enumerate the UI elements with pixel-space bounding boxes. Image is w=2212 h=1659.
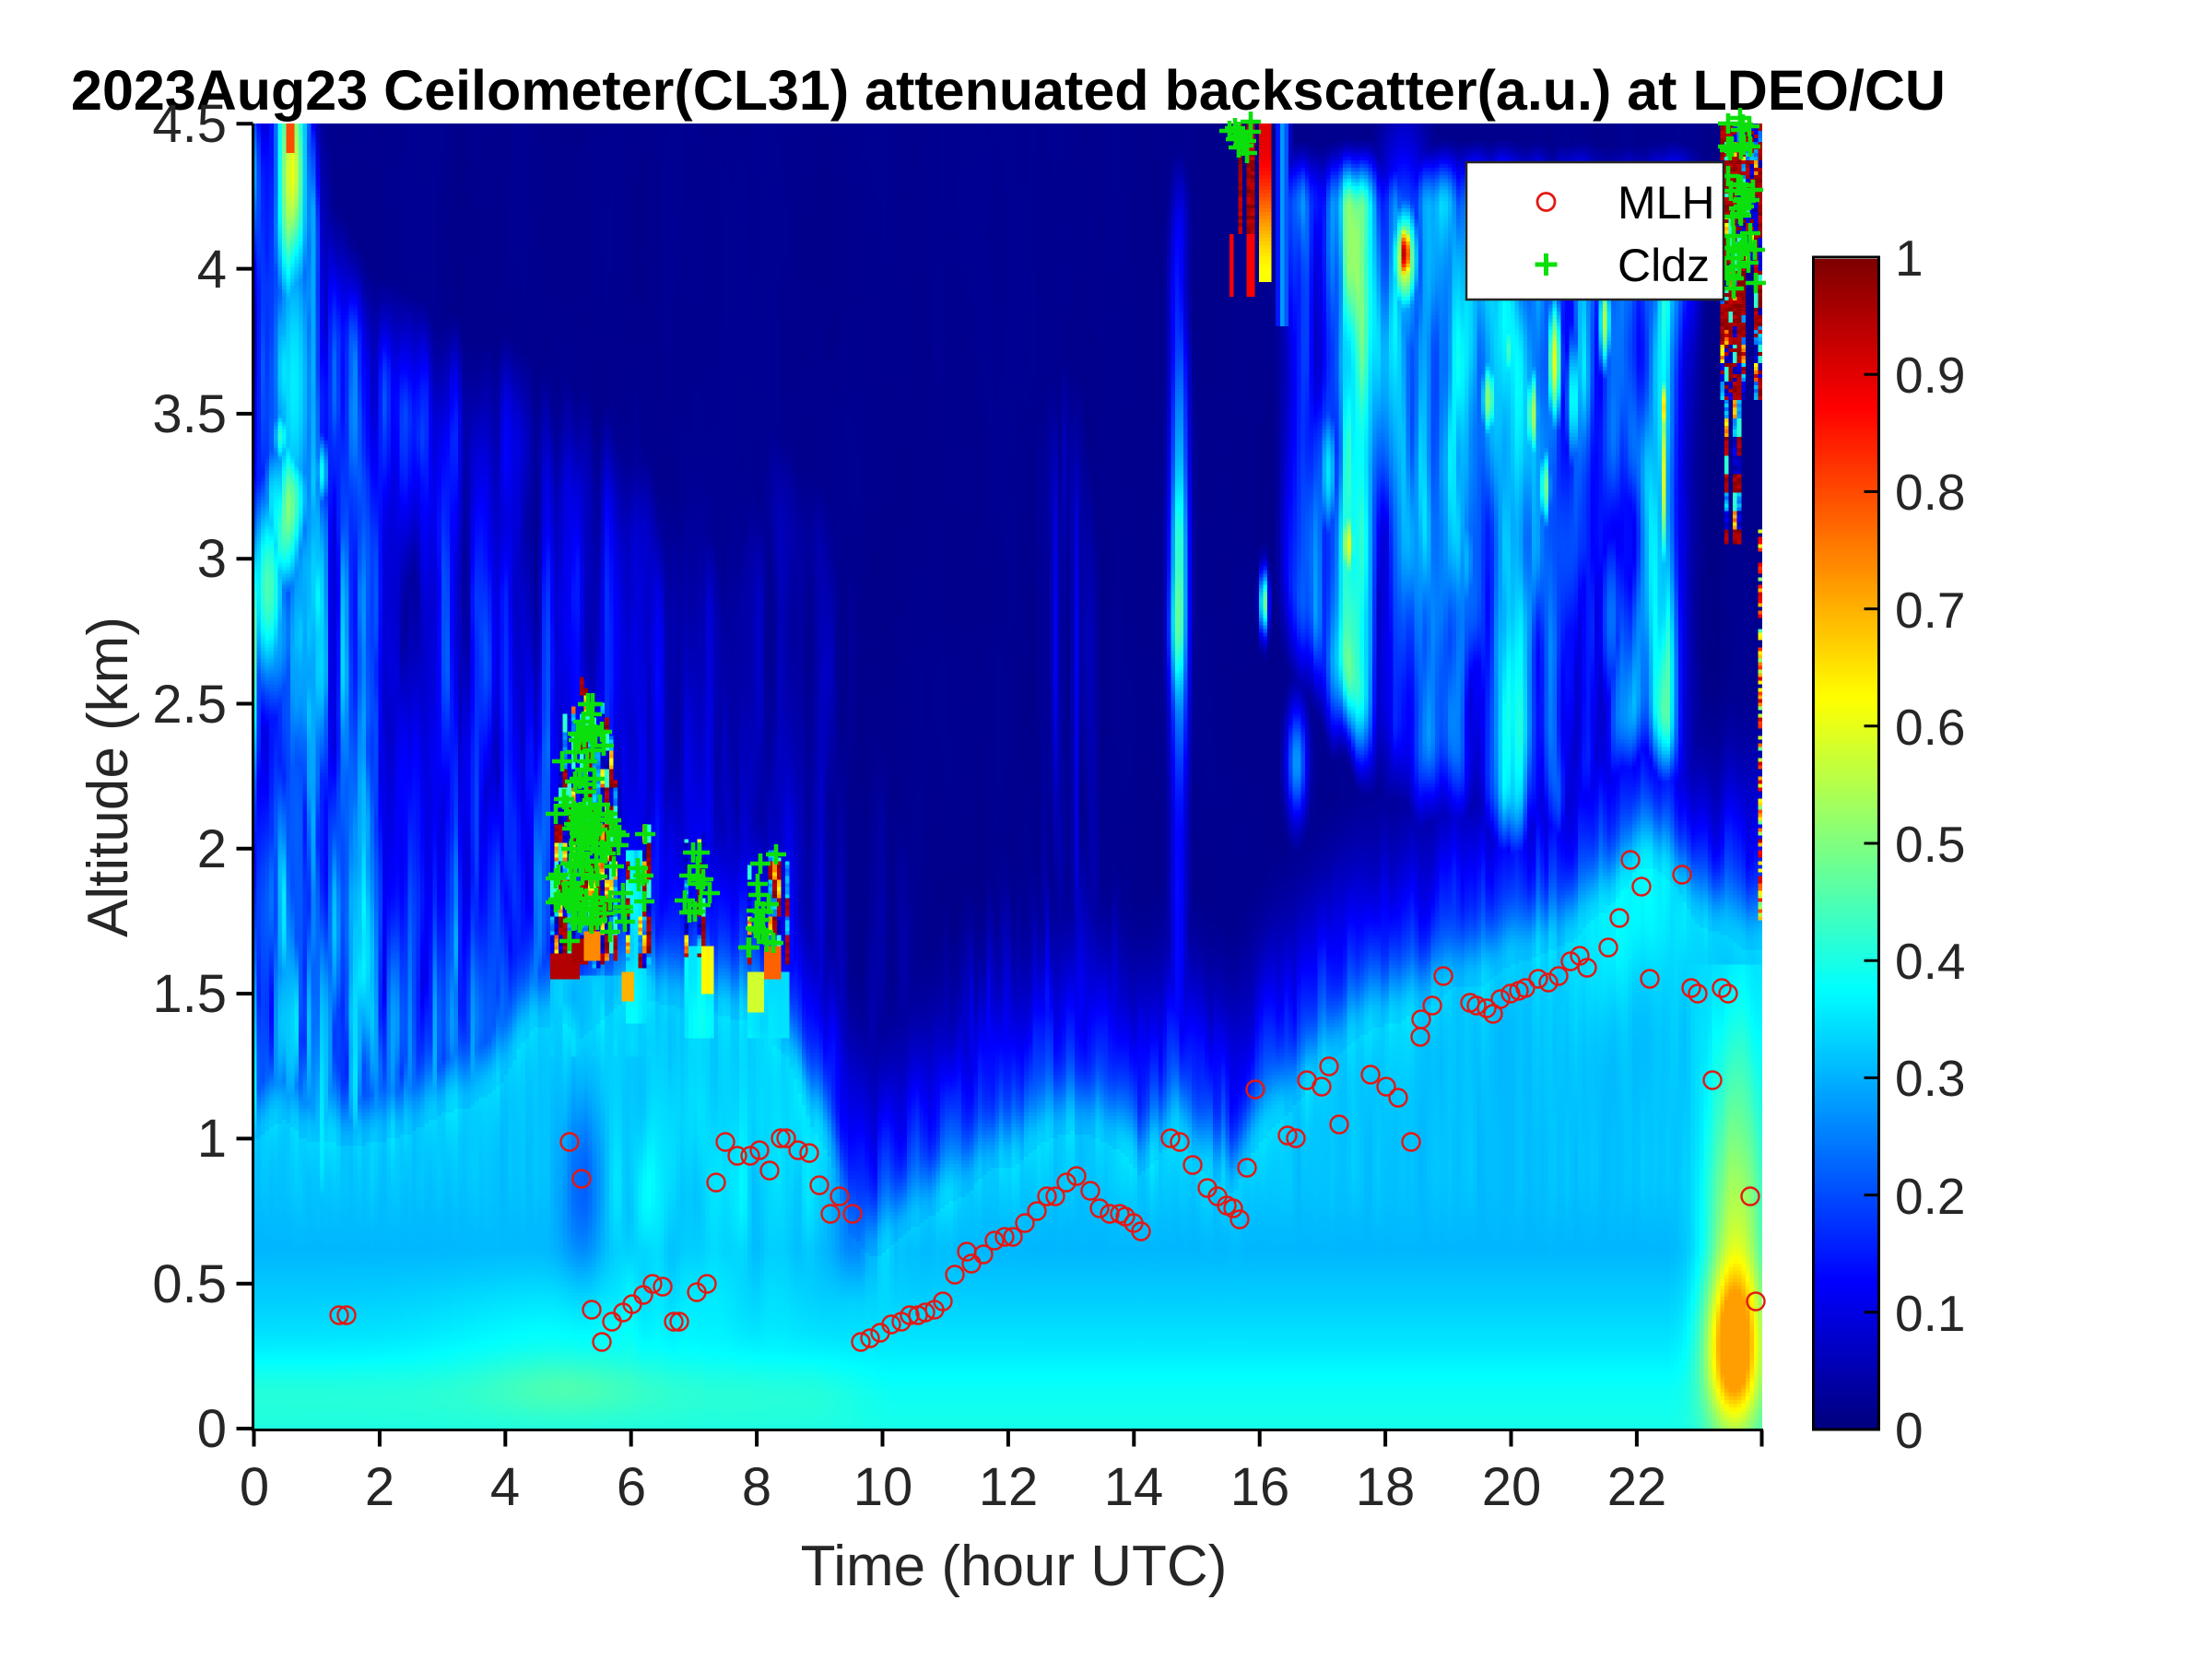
svg-text:0.7: 0.7: [1895, 582, 1965, 639]
svg-text:18: 18: [1356, 1457, 1416, 1517]
svg-text:0: 0: [240, 1457, 269, 1517]
svg-text:Cldz: Cldz: [1618, 240, 1710, 291]
svg-text:4: 4: [197, 240, 227, 300]
svg-text:0.6: 0.6: [1895, 699, 1965, 756]
svg-text:2023Aug23 Ceilometer(CL31) att: 2023Aug23 Ceilometer(CL31) attenuated ba…: [71, 59, 1946, 122]
svg-text:0.2: 0.2: [1895, 1168, 1965, 1225]
svg-text:0: 0: [197, 1399, 227, 1459]
svg-text:2: 2: [197, 819, 227, 879]
svg-text:10: 10: [853, 1457, 913, 1517]
svg-text:6: 6: [617, 1457, 646, 1517]
svg-text:Time (hour UTC): Time (hour UTC): [801, 1535, 1228, 1598]
svg-text:0.5: 0.5: [152, 1254, 227, 1314]
svg-text:8: 8: [742, 1457, 771, 1517]
svg-text:2.5: 2.5: [152, 675, 227, 735]
svg-text:22: 22: [1607, 1457, 1667, 1517]
svg-text:0.8: 0.8: [1895, 464, 1965, 521]
svg-text:1.5: 1.5: [152, 964, 227, 1024]
svg-text:14: 14: [1104, 1457, 1164, 1517]
svg-text:2: 2: [365, 1457, 394, 1517]
svg-text:MLH: MLH: [1618, 177, 1715, 229]
svg-text:0.4: 0.4: [1895, 933, 1965, 990]
svg-text:4.5: 4.5: [152, 94, 227, 154]
svg-text:3.5: 3.5: [152, 384, 227, 444]
svg-text:3: 3: [197, 529, 227, 589]
svg-text:4: 4: [490, 1457, 520, 1517]
svg-text:1: 1: [1895, 229, 1924, 287]
svg-text:12: 12: [979, 1457, 1039, 1517]
svg-text:0.1: 0.1: [1895, 1285, 1965, 1342]
svg-text:0.3: 0.3: [1895, 1050, 1965, 1107]
svg-text:0.9: 0.9: [1895, 347, 1965, 404]
svg-text:Altitude (km): Altitude (km): [76, 617, 140, 937]
svg-text:0: 0: [1895, 1402, 1924, 1459]
svg-text:16: 16: [1230, 1457, 1290, 1517]
svg-text:20: 20: [1482, 1457, 1542, 1517]
svg-text:0.5: 0.5: [1895, 816, 1965, 873]
svg-text:1: 1: [197, 1109, 227, 1169]
